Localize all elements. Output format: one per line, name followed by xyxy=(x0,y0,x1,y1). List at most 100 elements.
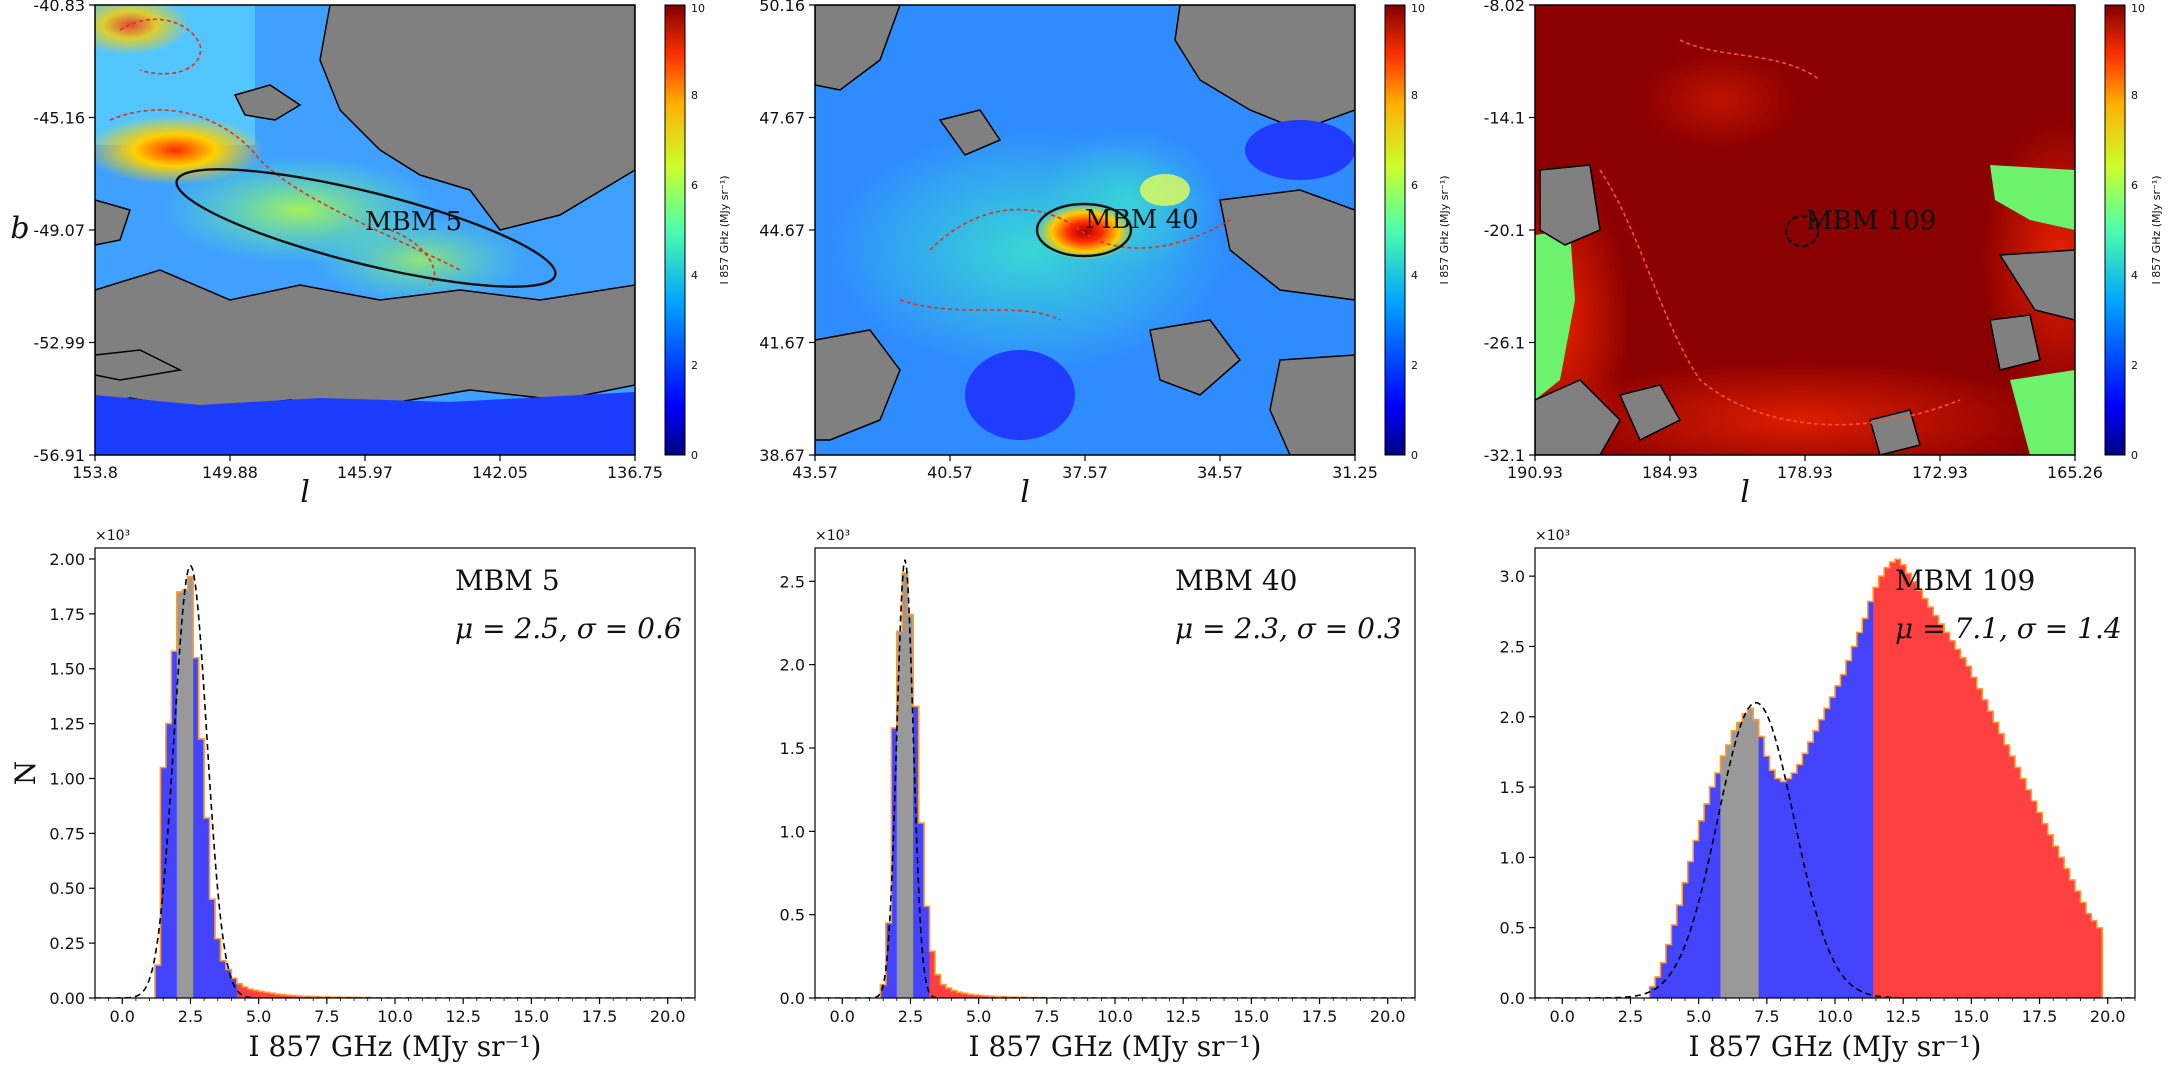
map-x-tick-label: 40.57 xyxy=(927,463,973,482)
histogram-bar xyxy=(1813,730,1820,998)
hist-x-tick-label: 10.0 xyxy=(377,1007,413,1026)
histogram-bar xyxy=(2080,902,2087,998)
hist-y-tick-label: 0.5 xyxy=(780,906,805,925)
hist-x-tick-label: 15.0 xyxy=(1954,1007,1990,1026)
histogram-bar xyxy=(2091,920,2098,998)
hist-y-tick-label: 2.00 xyxy=(49,550,85,569)
histogram-panels: 0.0 2.5 5.0 7.5 10.0 12.5 15.0 17.5 20.0 0.00 0.25… xyxy=(9,528,2136,1063)
histogram-bar xyxy=(2025,789,2032,998)
map-x-tick-label: 37.57 xyxy=(1062,463,1108,482)
map-x-tick-label: 172.93 xyxy=(1912,463,1968,482)
hist-y-tick-label: 1.0 xyxy=(780,822,805,841)
colorbar-mbm40 xyxy=(1384,4,1406,456)
histogram-bar xyxy=(2085,913,2092,998)
histogram-bar xyxy=(1840,674,1847,998)
histogram-bar xyxy=(913,706,920,998)
histogram-bar xyxy=(940,984,947,998)
histogram-bar xyxy=(1802,753,1809,998)
histogram-bar xyxy=(2047,834,2054,998)
map-xlabel: l xyxy=(1020,475,1030,510)
histogram-bar xyxy=(204,818,210,998)
hist-y-tick-label: 0.0 xyxy=(1500,989,1525,1008)
hist-x-tick-label: 12.5 xyxy=(445,1007,481,1026)
histogram-bar xyxy=(918,823,925,998)
map-y-tick-label: -20.1 xyxy=(1484,221,1525,240)
histogram-bar xyxy=(1720,756,1727,998)
histogram-outline xyxy=(1648,558,2104,998)
hist-y-tick-label: 2.5 xyxy=(1500,637,1525,656)
histogram-bar xyxy=(891,728,898,998)
histogram-bar xyxy=(1775,778,1781,998)
histogram-bar xyxy=(296,996,303,998)
hist-y-tick-label: 1.5 xyxy=(780,739,805,758)
histogram-bar xyxy=(1665,944,1672,998)
map-x-tick-label: 190.93 xyxy=(1507,463,1563,482)
histogram-bar xyxy=(1682,882,1689,998)
histogram-bar xyxy=(2031,801,2038,998)
map-x-tick-label: 136.75 xyxy=(607,463,663,482)
histogram-bar xyxy=(1933,615,1940,998)
hist-annotation-name: MBM 5 xyxy=(455,564,560,597)
hist-x-tick-label: 5.0 xyxy=(1686,1007,1711,1026)
histogram-bar xyxy=(1856,632,1863,998)
gaussian-fit-curve xyxy=(815,559,1415,998)
svg-text:8: 8 xyxy=(2131,89,2138,102)
map-axes-2: 43.57 40.57 37.57 34.57 31.25 50.16 47.67 44.67… xyxy=(759,0,1378,510)
colorbar-mbm5 xyxy=(664,4,686,456)
map-axes: 153.8 149.88 145.97 142.05 136.75 -40.83 -45.1… xyxy=(10,0,2103,510)
map-x-tick-label: 178.93 xyxy=(1777,463,1833,482)
hist-x-tick-label: 2.5 xyxy=(1618,1007,1643,1026)
histogram-bar xyxy=(929,951,936,998)
map-y-tick-label: -52.99 xyxy=(33,334,85,353)
hist-x-tick-label: 0.0 xyxy=(1550,1007,1575,1026)
histogram-bar xyxy=(1818,719,1825,998)
hist-y-tick-label: 2.0 xyxy=(780,656,805,675)
map-xlabel: l xyxy=(300,475,310,510)
histogram-bar xyxy=(280,994,287,998)
histogram-bar xyxy=(1725,744,1732,998)
histogram-bar xyxy=(171,651,178,998)
hist-x-tick-label: 0.0 xyxy=(830,1007,855,1026)
histogram-bar xyxy=(1829,697,1836,998)
map-x-tick-label: 153.8 xyxy=(72,463,118,482)
map-y-tick-label: -45.16 xyxy=(33,109,85,128)
histogram-bar xyxy=(1927,607,1934,998)
histogram-bar xyxy=(2058,857,2065,998)
histogram-bar xyxy=(1851,646,1858,998)
hist-annotation-params: μ = 7.1, σ = 1.4 xyxy=(1895,612,2122,645)
histogram-bar xyxy=(302,996,309,998)
histogram-bar xyxy=(269,993,276,998)
histogram-bar xyxy=(1976,688,1983,998)
histogram-bar xyxy=(1878,576,1885,998)
hist-x-tick-label: 2.5 xyxy=(178,1007,203,1026)
histogram-bar xyxy=(1982,699,1989,998)
hist-x-tick-label: 5.0 xyxy=(966,1007,991,1026)
map-image-mbm109 xyxy=(1535,5,2075,455)
hist-y-tick-label: 0.75 xyxy=(49,824,85,843)
histogram-bar xyxy=(1873,587,1880,998)
histogram-bar xyxy=(2075,891,2081,998)
histogram-bar xyxy=(1660,962,1667,998)
histogram-bar xyxy=(989,996,996,998)
colorbar-label-mbm40: I 857 GHz (MJy sr⁻¹) xyxy=(1438,175,1451,284)
map-panel-mbm5: MBM 5 0 2 4 6 8 10 I 857 GHz (MJy sr⁻¹) xyxy=(94,2,731,462)
histogram-bar xyxy=(1938,623,1945,998)
svg-text:10: 10 xyxy=(2131,2,2145,15)
svg-text:0: 0 xyxy=(2131,449,2138,462)
hist-y-tick-label: 1.0 xyxy=(1500,848,1525,867)
histogram-bar xyxy=(1955,649,1961,998)
histogram-bar xyxy=(1905,573,1912,998)
histogram-bar xyxy=(242,987,249,998)
hist-x-tick-label: 15.0 xyxy=(514,1007,550,1026)
histogram-mbm5: 0.0 2.5 5.0 7.5 10.0 12.5 15.0 17.5 20.0 0.00 0.25… xyxy=(9,528,696,1063)
histogram-bar xyxy=(956,992,963,998)
svg-text:6: 6 xyxy=(2131,179,2138,192)
hist-y-tick-label: 1.50 xyxy=(49,660,85,679)
hist-x-tick-label: 2.5 xyxy=(898,1007,923,1026)
svg-text:4: 4 xyxy=(2131,269,2138,282)
histogram-bar xyxy=(253,990,260,998)
hist-x-tick-label: 20.0 xyxy=(1370,1007,1406,1026)
histogram-bar xyxy=(291,995,298,998)
histogram-bar xyxy=(902,573,909,998)
histogram-bar xyxy=(2015,767,2021,998)
